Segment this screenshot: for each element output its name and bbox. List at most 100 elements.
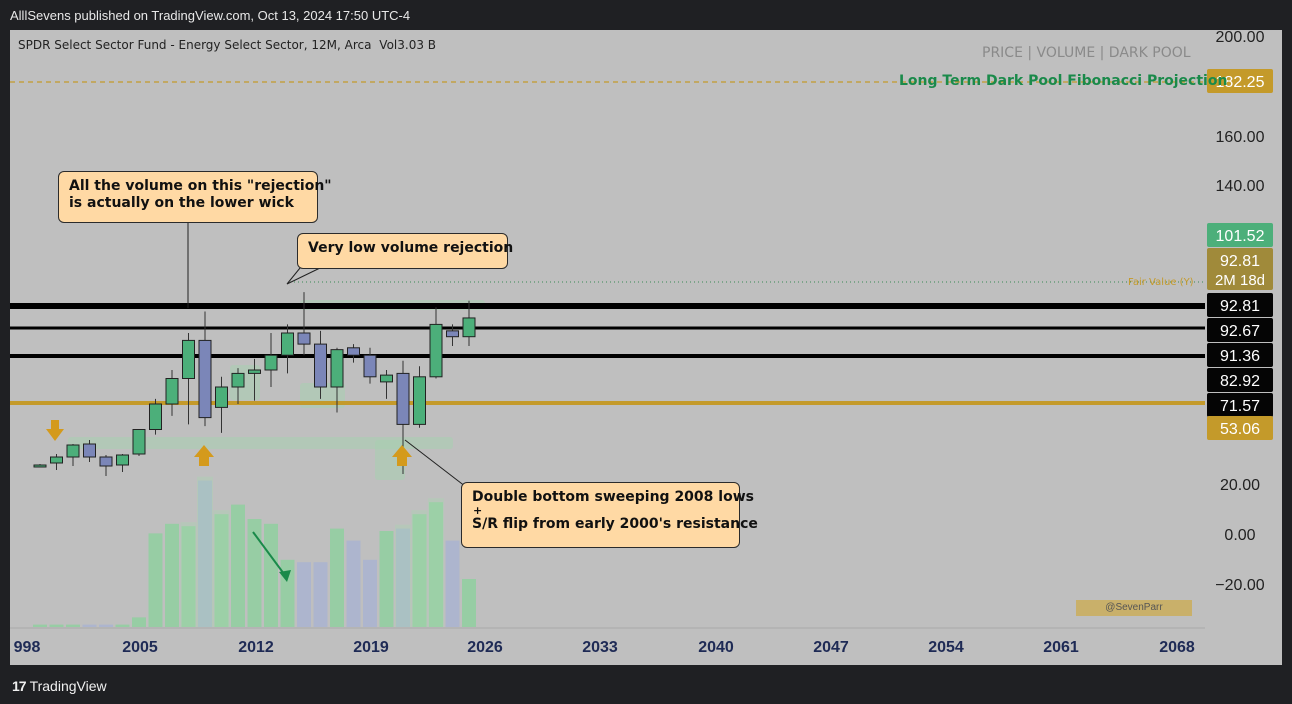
price-label-box — [1207, 368, 1273, 392]
candle — [231, 368, 245, 404]
candle-body — [231, 372, 245, 388]
volume-highlight — [197, 476, 213, 627]
candle — [248, 358, 261, 401]
volume-bar — [330, 528, 344, 627]
axes: 998 2005 2012 2019 2026 2033 2040 2047 2054 2061 2… — [10, 29, 1273, 656]
candle-body — [198, 339, 212, 419]
candle — [297, 292, 311, 356]
candle — [132, 429, 146, 456]
volume-bar — [379, 531, 394, 627]
callout-pointer — [286, 267, 321, 285]
symbol-legend: SPDR Select Sector Fund - Energy Select … — [18, 38, 436, 52]
price-label: 82.92 — [1207, 368, 1273, 392]
candles — [33, 292, 476, 476]
publish-info: AlllSevens published on TradingView.com,… — [10, 8, 411, 23]
price-label-box — [1207, 223, 1273, 247]
volume-bar — [280, 559, 295, 627]
candle-body — [297, 332, 311, 345]
candle — [330, 347, 344, 413]
candle — [363, 347, 377, 384]
volume-bar — [231, 504, 245, 627]
candle — [429, 307, 443, 379]
candle-body — [446, 330, 459, 338]
candle — [50, 454, 63, 470]
x-tick-label: 2054 — [928, 639, 964, 656]
candle — [165, 370, 179, 416]
x-tick-label: 2026 — [467, 639, 503, 656]
volume-bar — [346, 540, 361, 627]
callout-line: S/R flip from early 2000's resistance — [472, 516, 758, 532]
candle-body — [347, 347, 360, 356]
callout-low-volume: Very low volume rejection — [297, 233, 513, 269]
callout-line: is actually on the lower wick — [69, 195, 294, 211]
volume-arrow — [252, 531, 288, 579]
x-tick-label: 2019 — [353, 639, 389, 656]
volume-bar — [363, 559, 377, 627]
y-tick-label: −20.00 — [1215, 577, 1264, 594]
x-tick-label: 2012 — [238, 639, 274, 656]
price-label: 182.25 — [1207, 69, 1273, 93]
x-tick-label: 2033 — [582, 639, 618, 656]
volume-highlight — [428, 498, 444, 627]
candle-body — [182, 339, 195, 379]
candle-body — [462, 317, 476, 338]
candle — [380, 370, 393, 399]
price-label: 92.67 — [1207, 318, 1273, 342]
volume-highlight — [411, 510, 428, 627]
x-tick-label: 2005 — [122, 639, 158, 656]
volume-arrowhead — [279, 570, 291, 582]
candle-body — [116, 454, 129, 466]
volume-highlight — [395, 524, 411, 627]
candle-body — [330, 349, 344, 388]
price-label-box — [1207, 318, 1273, 342]
callout-line: + — [473, 504, 483, 517]
dark-pool-zone — [375, 440, 405, 480]
volume-bar — [412, 514, 427, 627]
volume-readout: Vol3.03 B — [379, 38, 437, 52]
tradingview-logo[interactable]: 17 TradingView — [12, 678, 107, 694]
candle — [347, 344, 360, 363]
x-tick-label: 2047 — [813, 639, 849, 656]
candle-body — [363, 354, 377, 378]
volume-bar — [49, 624, 64, 627]
dark-pool-zone — [68, 437, 453, 449]
candle-body — [264, 354, 278, 371]
volume-bar — [82, 624, 97, 627]
volume-bar — [214, 514, 229, 627]
callout-double-bottom: Double bottom sweeping 2008 lows + S/R f… — [461, 482, 758, 548]
price-label-text: 82.92 — [1220, 373, 1260, 390]
price-label-box — [1207, 343, 1273, 367]
callout-pointer — [404, 439, 471, 491]
candle-body — [380, 374, 393, 383]
price-label-countdown: 2M 18d — [1215, 272, 1265, 289]
price-label-text: 92.81 — [1220, 253, 1260, 270]
candle — [116, 454, 129, 472]
price-label: 91.36 — [1207, 343, 1273, 367]
candle-body — [83, 443, 96, 458]
price-label-text: 182.25 — [1216, 74, 1265, 91]
price-label-text: 91.36 — [1220, 348, 1260, 365]
price-label: 101.52 — [1207, 223, 1273, 247]
volume-bar — [115, 624, 130, 627]
volume-bar — [132, 617, 146, 627]
y-tick-label: 0.00 — [1224, 527, 1255, 544]
volume-highlight — [213, 510, 230, 627]
x-tick-label: 2061 — [1043, 639, 1079, 656]
price-label-box — [1207, 293, 1273, 317]
x-tick-label: 2068 — [1159, 639, 1195, 656]
volume-bar — [247, 519, 262, 627]
indicator-label[interactable]: PRICE | VOLUME | DARK POOL — [982, 45, 1191, 61]
callout-volume-rejection: All the volume on this "rejection" is ac… — [58, 171, 332, 223]
y-tick-label: 160.00 — [1216, 129, 1265, 146]
candle — [198, 311, 212, 427]
publish-header: AlllSevens published on TradingView.com,… — [0, 0, 1292, 30]
symbol-title[interactable]: SPDR Select Sector Fund - Energy Select … — [18, 38, 372, 52]
y-tick-label: 140.00 — [1216, 178, 1265, 195]
price-label-text: 53.06 — [1220, 421, 1260, 438]
candle — [314, 330, 327, 399]
price-label-text: 71.57 — [1220, 398, 1260, 415]
candle-body — [413, 376, 426, 425]
candle-body — [248, 369, 261, 374]
candle-body — [33, 464, 47, 468]
